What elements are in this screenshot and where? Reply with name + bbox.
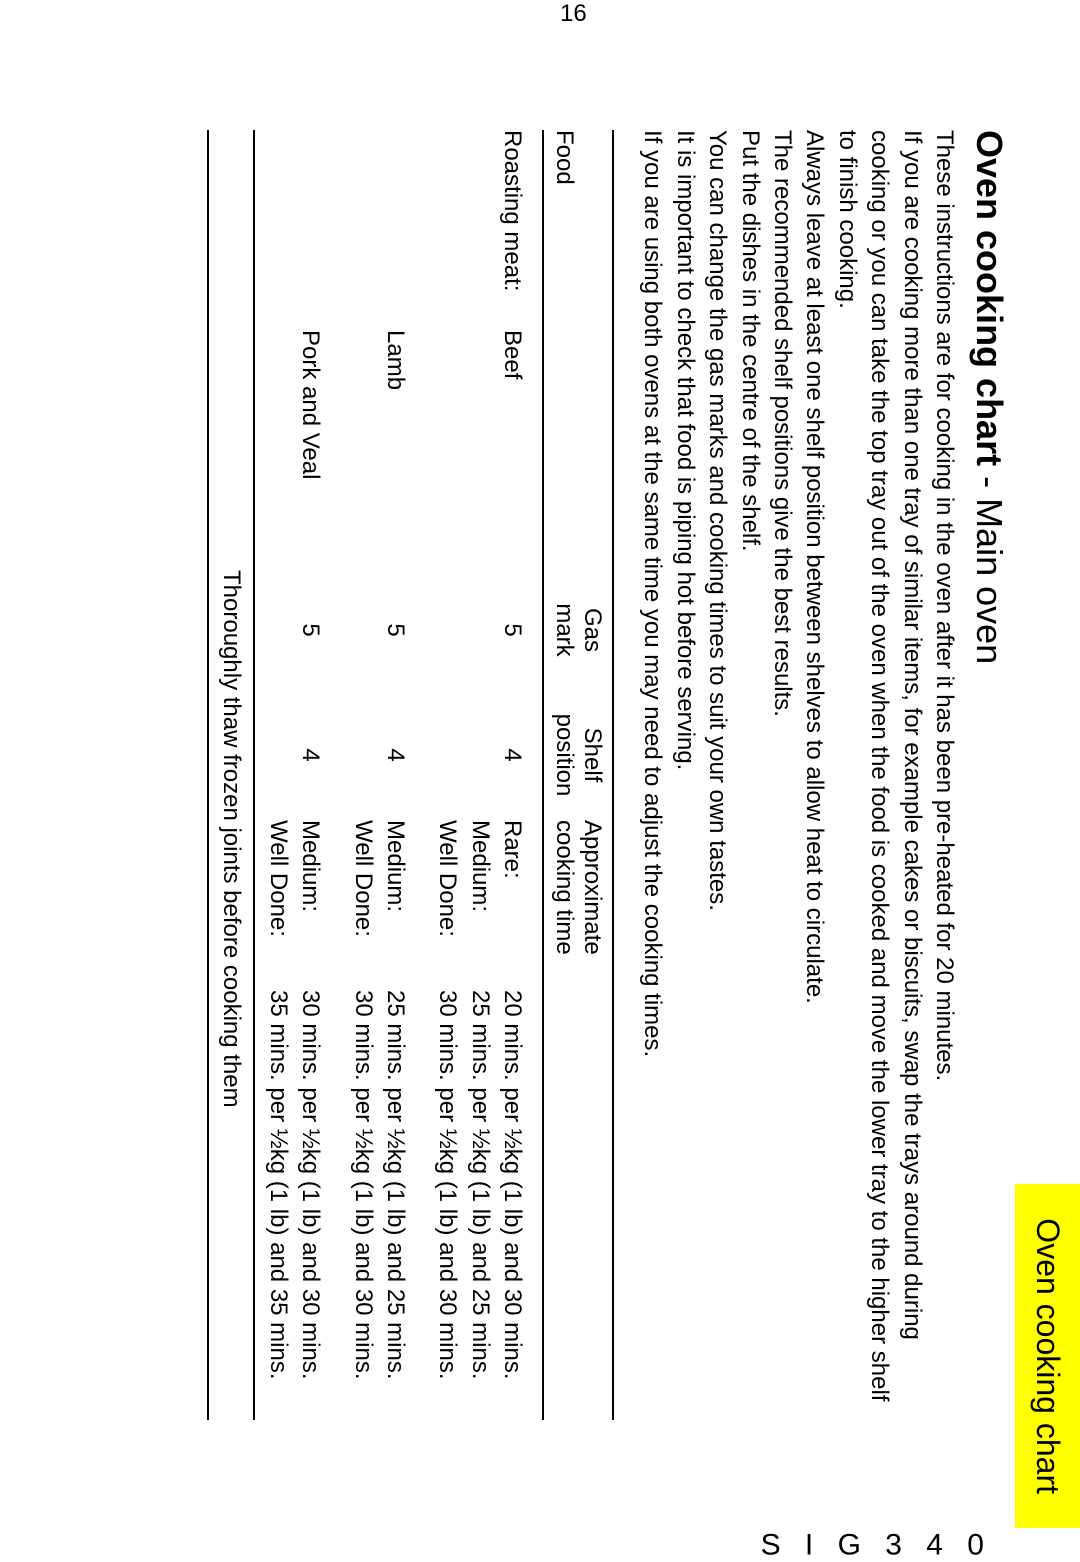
intro-line: If you are using both ovens at the same …	[636, 130, 668, 1420]
cell-time: 25 mins. per ½kg (1 lb) and 25 mins.30 m…	[340, 990, 425, 1420]
cell-doneness: Medium:Well Done:	[340, 820, 425, 990]
intro-line: These instructions are for cooking in th…	[928, 130, 960, 1420]
table-row: Roasting meat:Beef54Rare:Medium:Well Don…	[425, 130, 543, 1420]
intro-line: Always leave at least one shelf position…	[798, 130, 830, 1420]
cell-item: Pork and Veal	[254, 330, 340, 570]
intro-line: The recommended shelf positions give the…	[766, 130, 798, 1420]
cell-item: Lamb	[340, 330, 425, 570]
cell-category	[254, 130, 340, 330]
table-row: Lamb54Medium:Well Done:25 mins. per ½kg …	[340, 130, 425, 1420]
table-footer-note: Thoroughly thaw frozen joints before coo…	[208, 570, 254, 1420]
cell-doneness: Rare:Medium:Well Done:	[425, 820, 543, 990]
intro-line: It is important to check that food is pi…	[668, 130, 700, 1420]
cell-category: Roasting meat:	[425, 130, 543, 330]
intro-line: You can change the gas marks and cooking…	[701, 130, 733, 1420]
cell-gas-mark: 5	[340, 570, 425, 690]
cooking-chart-table: Food Gasmark Shelfposition Approximateco…	[207, 130, 614, 1420]
table-row: Pork and Veal54Medium:Well Done:30 mins.…	[254, 130, 340, 1420]
model-number: S I G 3 4 0	[761, 1528, 992, 1562]
footer-spacer	[208, 130, 254, 570]
cell-doneness: Medium:Well Done:	[254, 820, 340, 990]
title-main: Oven cooking chart	[969, 130, 1010, 466]
col-gas: Gasmark	[543, 570, 613, 690]
cell-gas-mark: 5	[425, 570, 543, 690]
section-tab: Oven cooking chart	[1015, 1184, 1080, 1528]
col-shelf: Shelfposition	[543, 690, 613, 820]
intro-line: If you are cooking more than one tray of…	[830, 130, 927, 1420]
page-number: 16	[560, 0, 587, 28]
cell-shelf: 4	[254, 690, 340, 820]
cell-time: 30 mins. per ½kg (1 lb) and 30 mins.35 m…	[254, 990, 340, 1420]
cell-time: 20 mins. per ½kg (1 lb) and 30 mins.25 m…	[425, 990, 543, 1420]
col-time: Approximatecooking time	[543, 820, 613, 1420]
cell-shelf: 4	[425, 690, 543, 820]
cell-gas-mark: 5	[254, 570, 340, 690]
intro-text: These instructions are for cooking in th…	[636, 130, 960, 1420]
cell-category	[340, 130, 425, 330]
page-title: Oven cooking chart - Main oven	[968, 130, 1010, 1420]
cell-item: Beef	[425, 330, 543, 570]
col-food: Food	[543, 130, 613, 570]
intro-line: Put the dishes in the centre of the shel…	[733, 130, 765, 1420]
cell-shelf: 4	[340, 690, 425, 820]
title-sub: - Main oven	[969, 466, 1010, 664]
